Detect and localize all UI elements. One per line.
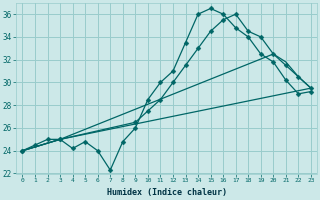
- X-axis label: Humidex (Indice chaleur): Humidex (Indice chaleur): [107, 188, 227, 197]
